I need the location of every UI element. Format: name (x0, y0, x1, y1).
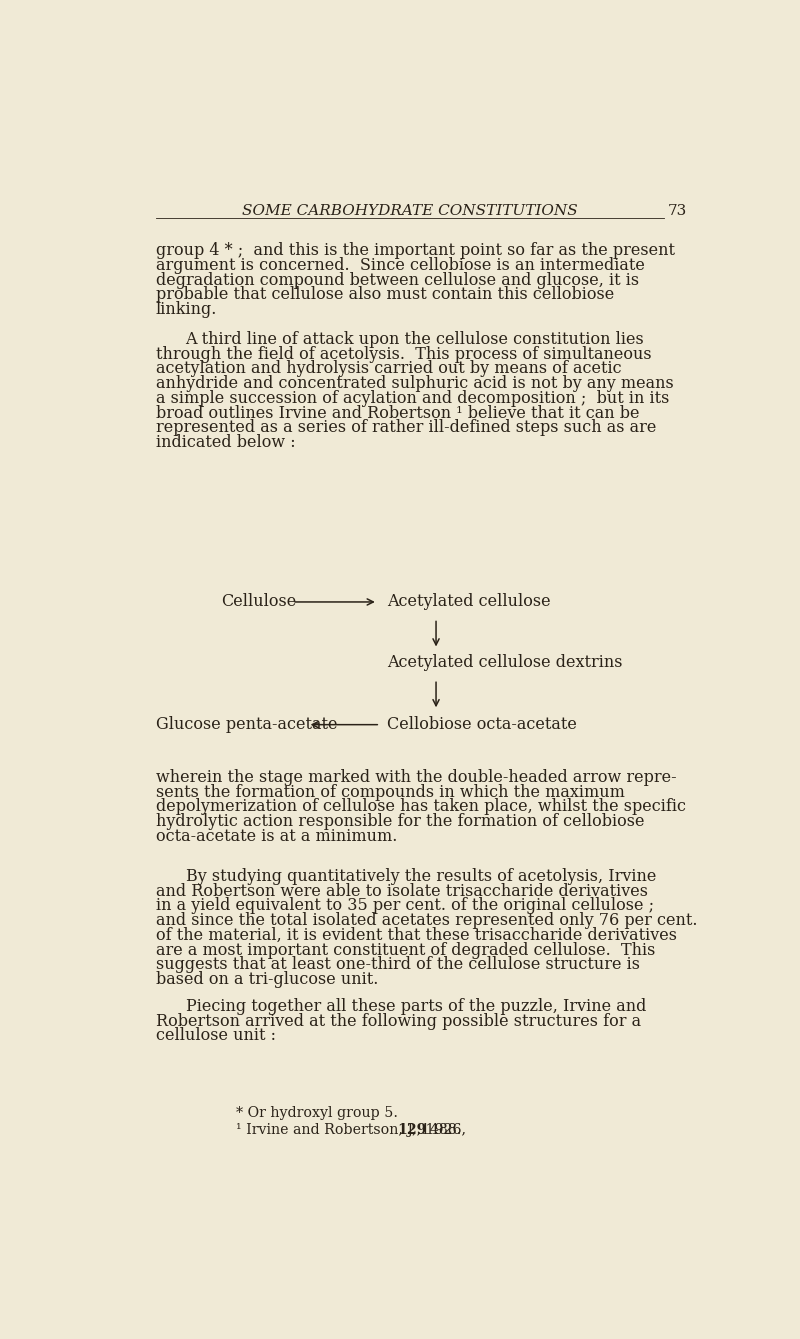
Text: Piecing together all these parts of the puzzle, Irvine and: Piecing together all these parts of the … (186, 998, 646, 1015)
Text: Acetylated cellulose: Acetylated cellulose (387, 593, 550, 611)
Text: * Or hydroxyl group 5.: * Or hydroxyl group 5. (237, 1106, 398, 1121)
Text: Robertson arrived at the following possible structures for a: Robertson arrived at the following possi… (156, 1012, 641, 1030)
Text: octa-acetate is at a minimum.: octa-acetate is at a minimum. (156, 828, 397, 845)
Text: depolymerization of cellulose has taken place, whilst the specific: depolymerization of cellulose has taken … (156, 798, 686, 815)
Text: acetylation and hydrolysis carried out by means of acetic: acetylation and hydrolysis carried out b… (156, 360, 622, 378)
Text: and Robertson were able to isolate trisaccharide derivatives: and Robertson were able to isolate trisa… (156, 882, 648, 900)
Text: and since the total isolated acetates represented only 76 per cent.: and since the total isolated acetates re… (156, 912, 698, 929)
Text: cellulose unit :: cellulose unit : (156, 1027, 276, 1044)
Text: Cellobiose octa-acetate: Cellobiose octa-acetate (387, 716, 577, 734)
Text: argument is concerned.  Since cellobiose is an intermediate: argument is concerned. Since cellobiose … (156, 257, 645, 274)
Text: group 4 * ;  and this is the important point so far as the present: group 4 * ; and this is the important po… (156, 242, 674, 260)
Text: Acetylated cellulose dextrins: Acetylated cellulose dextrins (387, 655, 622, 671)
Text: suggests that at least one-third of the cellulose structure is: suggests that at least one-third of the … (156, 956, 640, 973)
Text: 129: 129 (398, 1122, 427, 1137)
Text: Cellulose: Cellulose (221, 593, 296, 611)
Text: A third line of attack upon the cellulose constitution lies: A third line of attack upon the cellulos… (186, 331, 644, 348)
Text: degradation compound between cellulose and glucose, it is: degradation compound between cellulose a… (156, 272, 639, 289)
Text: anhydride and concentrated sulphuric acid is not by any means: anhydride and concentrated sulphuric aci… (156, 375, 674, 392)
Text: 73: 73 (667, 204, 686, 218)
Text: SOME CARBOHYDRATE CONSTITUTIONS: SOME CARBOHYDRATE CONSTITUTIONS (242, 204, 578, 218)
Text: By studying quantitatively the results of acetolysis, Irvine: By studying quantitatively the results o… (186, 868, 656, 885)
Text: in a yield equivalent to 35 per cent. of the original cellulose ;: in a yield equivalent to 35 per cent. of… (156, 897, 654, 915)
Text: indicated below :: indicated below : (156, 434, 295, 451)
Text: sents the formation of compounds in which the maximum: sents the formation of compounds in whic… (156, 783, 625, 801)
Text: broad outlines Irvine and Robertson ¹ believe that it can be: broad outlines Irvine and Robertson ¹ be… (156, 404, 639, 422)
Text: based on a tri-glucose unit.: based on a tri-glucose unit. (156, 971, 378, 988)
Text: a simple succession of acylation and decomposition ;  but in its: a simple succession of acylation and dec… (156, 390, 669, 407)
Text: wherein the stage marked with the double-headed arrow repre-: wherein the stage marked with the double… (156, 769, 677, 786)
Text: are a most important constituent of degraded cellulose.  This: are a most important constituent of degr… (156, 941, 655, 959)
Text: represented as a series of rather ill-defined steps such as are: represented as a series of rather ill-de… (156, 419, 656, 437)
Text: of the material, it is evident that these trisaccharide derivatives: of the material, it is evident that thes… (156, 927, 677, 944)
Text: linking.: linking. (156, 301, 217, 319)
Text: through the field of acetolysis.  This process of simultaneous: through the field of acetolysis. This pr… (156, 345, 651, 363)
Text: probable that cellulose also must contain this cellobiose: probable that cellulose also must contai… (156, 287, 614, 304)
Text: , 1488.: , 1488. (412, 1122, 462, 1137)
Text: Glucose penta-acetate: Glucose penta-acetate (156, 716, 338, 734)
Text: ¹ Irvine and Robertson, J., 1926,: ¹ Irvine and Robertson, J., 1926, (237, 1122, 471, 1137)
Text: hydrolytic action responsible for the formation of cellobiose: hydrolytic action responsible for the fo… (156, 813, 644, 830)
